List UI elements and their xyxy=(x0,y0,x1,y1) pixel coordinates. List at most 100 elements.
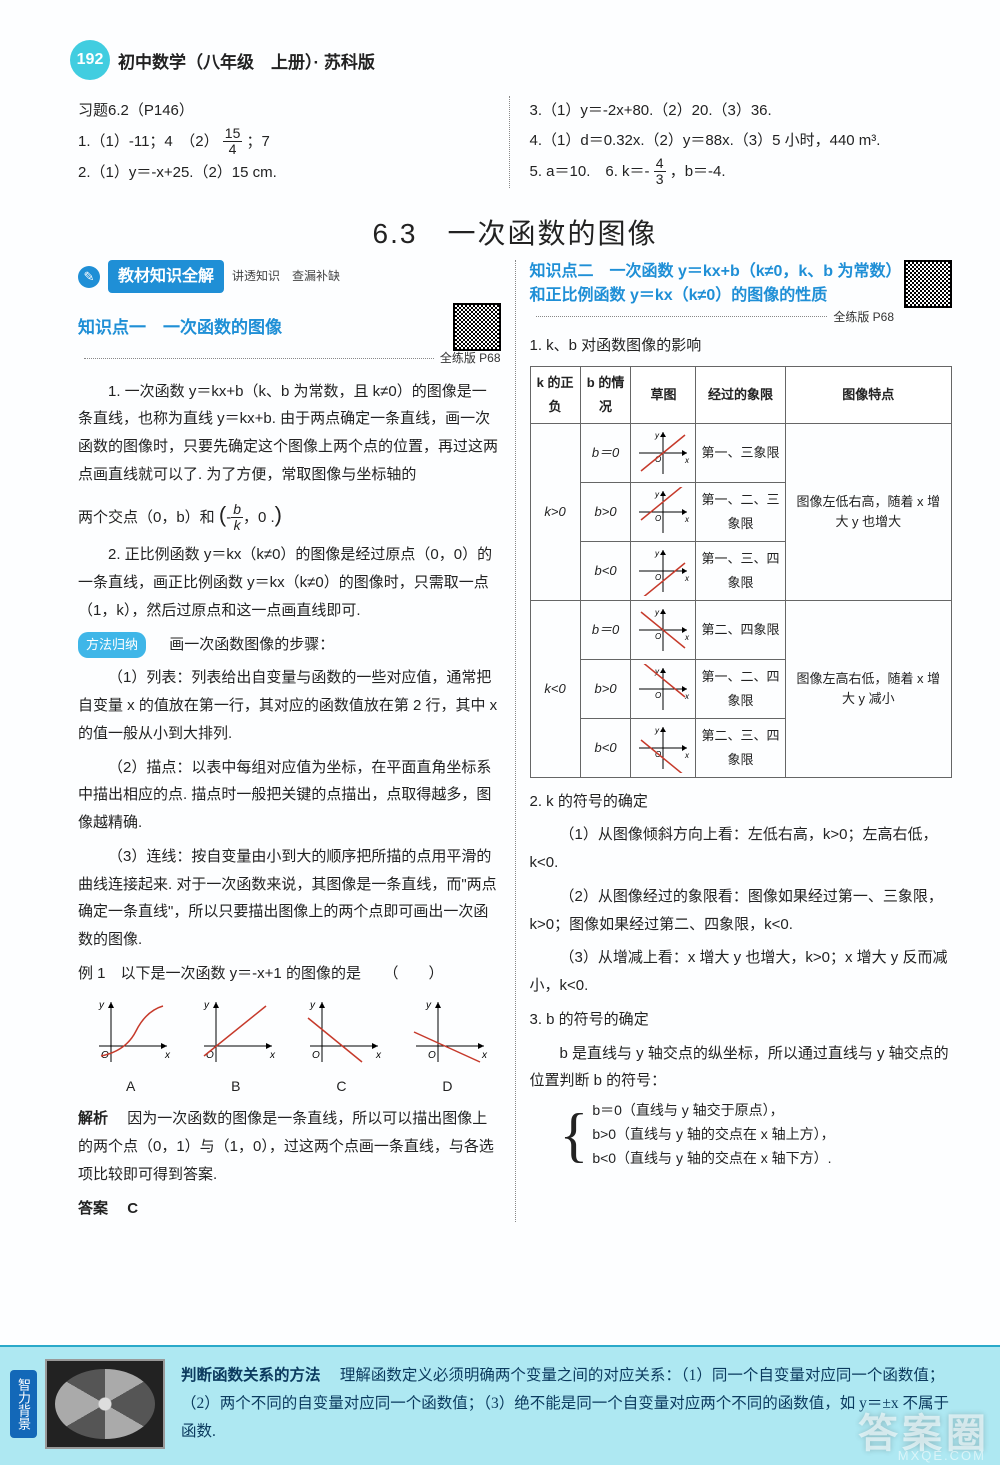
answer-line: 5. a＝10. 6. k＝- 43 ，b＝-4. xyxy=(530,156,953,188)
cell-quadrants: 第一、二、四象限 xyxy=(696,659,785,718)
section-title: 6.3 一次函数的图像 xyxy=(70,212,960,252)
divider xyxy=(536,316,828,317)
paragraph: 1. 一次函数 y＝kx+b（k、b 为常数，且 k≠0）的图像是一条直线，也称… xyxy=(78,378,501,489)
banner-subtitle: 讲透知识 查漏补缺 xyxy=(232,265,340,287)
svg-text:y: y xyxy=(654,726,660,735)
reference-badge: 全练版 P68 xyxy=(833,308,894,326)
qr-code-icon xyxy=(453,303,501,351)
page-title: 初中数学（八年级 上册）· 苏科版 xyxy=(118,48,375,73)
cell-sketch: x y O xyxy=(631,482,696,541)
answer: 答案 C xyxy=(78,1195,501,1223)
cell-feature: 图像左高右低，随着 x 增大 y 减小 xyxy=(785,600,951,777)
cell-sketch: x y O xyxy=(631,659,696,718)
svg-text:O: O xyxy=(655,514,661,523)
sub-heading: 3. b 的符号的确定 xyxy=(530,1006,953,1034)
footer-box: 智力背景 判断函数关系的方法 理解函数定义必须明确两个变量之间的对应关系：（1）… xyxy=(0,1345,1000,1465)
svg-text:x: x xyxy=(684,515,690,524)
page-header: 192 初中数学（八年级 上册）· 苏科版 xyxy=(70,40,960,80)
answer-text: C xyxy=(112,1200,138,1217)
text: 5. a＝10. 6. k＝- xyxy=(530,163,650,180)
knowledge-banner: ✎ 教材知识全解 讲透知识 查漏补缺 xyxy=(78,260,501,294)
svg-text:y: y xyxy=(309,1000,316,1011)
exercise-ref: 习题6.2（P146） xyxy=(78,96,501,126)
answer-line: 2.（1）y＝-x+25.（2）15 cm. xyxy=(78,158,501,188)
footer-text: 判断函数关系的方法 理解函数定义必须明确两个变量之间的对应关系：（1）同一个自变… xyxy=(181,1362,960,1446)
method-heading: 方法归纳 画一次函数图像的步骤： xyxy=(78,631,501,659)
option-label: A xyxy=(126,1074,135,1100)
brace-cases: { b＝0（直线与 y 轴交于原点）， b>0（直线与 y 轴的交点在 x 轴上… xyxy=(560,1099,953,1170)
text: ；7 xyxy=(247,133,270,150)
cell-quadrants: 第二、三、四象限 xyxy=(696,718,785,777)
knowledge-point-2-heading: 知识点二 一次函数 y＝kx+b（k≠0，k、b 为常数）和正比例函数 y＝kx… xyxy=(530,260,953,326)
divider xyxy=(84,358,434,359)
cell-b: b>0 xyxy=(580,482,631,541)
knowledge-point-1-heading: 知识点一 一次函数的图像 xyxy=(78,303,501,351)
svg-text:x: x xyxy=(684,633,690,642)
svg-text:y: y xyxy=(654,608,660,617)
text: ，0 . xyxy=(243,509,275,526)
cell-b: b>0 xyxy=(580,659,631,718)
case-line: b<0（直线与 y 轴的交点在 x 轴下方）. xyxy=(592,1147,834,1171)
case-line: b＝0（直线与 y 轴交于原点）， xyxy=(592,1099,834,1123)
svg-text:x: x xyxy=(269,1050,276,1061)
exercise-answers: 习题6.2（P146） 1.（1）-11；4 （2） 154 ；7 2.（1）y… xyxy=(70,96,960,188)
banner-title: 教材知识全解 xyxy=(108,260,224,294)
cell-k: k<0 xyxy=(530,600,580,777)
paragraph: b 是直线与 y 轴交点的纵坐标，所以通过直线与 y 轴交点的位置判断 b 的符… xyxy=(530,1040,953,1096)
svg-text:x: x xyxy=(684,456,690,465)
graph-option-a: xyO xyxy=(91,996,171,1066)
text: 两个交点（0，b）和 xyxy=(78,509,215,526)
cell-sketch: x y O xyxy=(631,600,696,659)
option-label: D xyxy=(442,1074,452,1100)
fraction: 43 xyxy=(654,156,666,188)
kp1-title: 知识点一 一次函数的图像 xyxy=(78,312,282,343)
cell-quadrants: 第一、三、四象限 xyxy=(696,541,785,600)
reference-badge: 全练版 P68 xyxy=(440,347,501,369)
fraction: 154 xyxy=(223,126,243,158)
brace-icon: { xyxy=(560,1108,589,1162)
case-line: b>0（直线与 y 轴的交点在 x 轴上方）， xyxy=(592,1123,834,1147)
text: ，b＝-4. xyxy=(670,163,726,180)
sub-heading: 1. k、b 对函数图像的影响 xyxy=(530,332,953,360)
graph-option-c: x y O xyxy=(302,996,382,1066)
svg-text:x: x xyxy=(684,574,690,583)
text: 画一次函数图像的步骤： xyxy=(154,636,334,653)
footer-decorative-image xyxy=(45,1359,165,1449)
svg-text:y: y xyxy=(203,1000,210,1011)
paragraph: （2）从图像经过的象限看：图像如果经过第一、三象限，k>0；图像如果经过第二、四… xyxy=(530,883,953,939)
svg-text:x: x xyxy=(481,1050,488,1061)
svg-text:y: y xyxy=(654,490,660,499)
svg-text:O: O xyxy=(312,1050,320,1061)
answers-right: 3.（1）y＝-2x+80.（2）20.（3）36. 4.（1）d＝0.32x.… xyxy=(510,96,961,188)
svg-text:y: y xyxy=(654,549,660,558)
kp2-title: 知识点二 一次函数 y＝kx+b（k≠0，k、b 为常数）和正比例函数 y＝kx… xyxy=(530,263,894,304)
analysis: 解析 因为一次函数的图像是一条直线，所以可以描出图像上的两个点（0，1）与（1，… xyxy=(78,1105,501,1188)
watermark-sub: MXQE.COM xyxy=(898,1448,986,1463)
svg-text:O: O xyxy=(428,1050,436,1061)
th: 图像特点 xyxy=(785,366,951,423)
qr-code-icon xyxy=(904,260,952,308)
svg-text:y: y xyxy=(654,431,660,440)
footer-title: 判断函数关系的方法 xyxy=(181,1367,321,1384)
page-number-badge: 192 xyxy=(70,40,110,80)
cell-b: b＝0 xyxy=(580,600,631,659)
cell-sketch: x y O xyxy=(631,541,696,600)
cell-k: k>0 xyxy=(530,423,580,600)
cell-feature: 图像左低右高，随着 x 增大 y 也增大 xyxy=(785,423,951,600)
paragraph: （3）从增减上看：x 增大 y 也增大，k>0；x 增大 y 反而减小，k<0. xyxy=(530,944,953,1000)
svg-text:x: x xyxy=(375,1050,382,1061)
fraction: bk xyxy=(231,502,243,534)
cell-sketch: x y O xyxy=(631,423,696,482)
cell-b: b<0 xyxy=(580,541,631,600)
svg-text:y: y xyxy=(425,1000,432,1011)
svg-text:y: y xyxy=(98,1000,105,1011)
left-column: ✎ 教材知识全解 讲透知识 查漏补缺 知识点一 一次函数的图像 全练版 P68 … xyxy=(70,260,516,1223)
cell-quadrants: 第二、四象限 xyxy=(696,600,785,659)
right-column: 知识点二 一次函数 y＝kx+b（k≠0，k、b 为常数）和正比例函数 y＝kx… xyxy=(516,260,961,1223)
analysis-text: 因为一次函数的图像是一条直线，所以可以描出图像上的两个点（0，1）与（1，0），… xyxy=(78,1110,494,1183)
banner-icon: ✎ xyxy=(78,266,100,288)
analysis-label: 解析 xyxy=(78,1110,108,1127)
method-step: （2）描点：以表中每组对应值为坐标，在平面直角坐标系中描出相应的点. 描点时一般… xyxy=(78,754,501,837)
text: 1.（1）-11；4 （2） xyxy=(78,133,219,150)
answer-line: 4.（1）d＝0.32x.（2）y＝88x.（3）5 小时，440 m³. xyxy=(530,126,953,156)
